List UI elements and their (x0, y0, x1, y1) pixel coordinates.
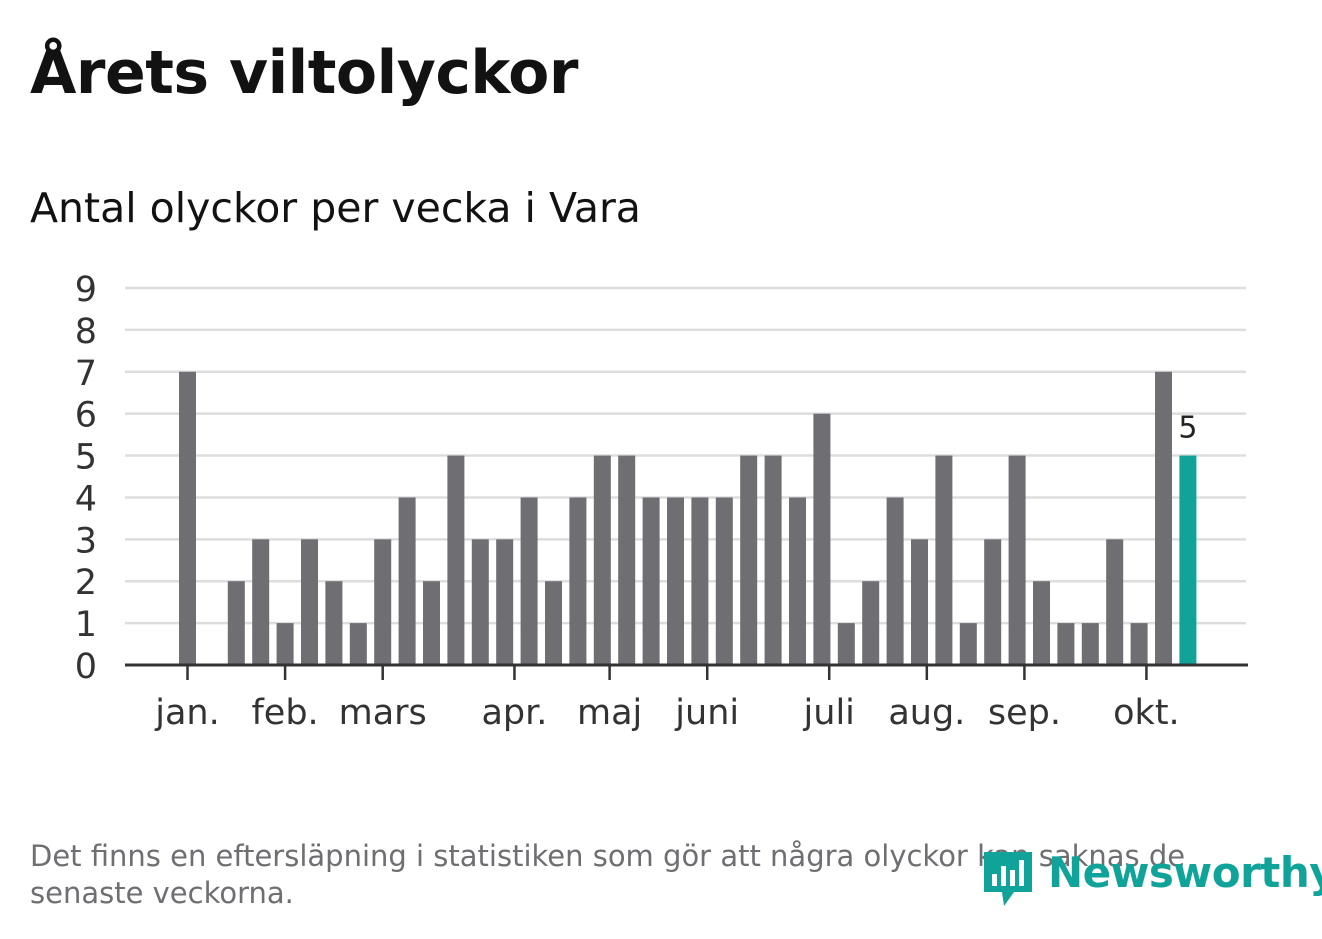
bar (789, 497, 806, 665)
y-tick-label: 1 (75, 605, 97, 645)
bar (593, 455, 611, 665)
bar (1033, 581, 1050, 665)
bar (984, 539, 1002, 665)
bar (276, 623, 294, 665)
y-tick-label: 5 (75, 438, 97, 478)
x-tick-label: mars (339, 693, 427, 733)
bar (301, 539, 318, 665)
bar (667, 497, 684, 665)
bar (179, 371, 196, 665)
brand-name: Newsworthy (1048, 848, 1322, 897)
bar (1155, 371, 1172, 665)
bar (959, 623, 977, 665)
x-tick-label: aug. (888, 693, 965, 733)
bar (227, 581, 245, 665)
bar-highlight (1179, 455, 1197, 665)
bar (349, 623, 367, 665)
bar (1081, 623, 1099, 665)
bar (764, 455, 782, 665)
bar (1008, 455, 1026, 665)
x-tick-label: apr. (481, 693, 547, 733)
bar (520, 497, 538, 665)
x-tick-label: okt. (1113, 693, 1180, 733)
bar (862, 581, 880, 665)
bars: 5 (179, 371, 1197, 665)
y-tick-label: 4 (75, 479, 97, 519)
bar (252, 539, 270, 665)
bar (691, 497, 709, 665)
y-tick-label: 6 (75, 396, 97, 436)
bar (740, 455, 758, 665)
x-tick-label: feb. (251, 693, 318, 733)
bar (715, 497, 733, 665)
x-tick-label: juni (674, 693, 739, 733)
bar (545, 581, 562, 665)
x-tick-label: maj (577, 693, 642, 733)
chart-title: Årets viltolyckor (30, 38, 579, 108)
bar (374, 539, 392, 665)
bar (813, 413, 831, 665)
bar (642, 497, 660, 665)
bar (886, 497, 904, 665)
bar (1130, 623, 1148, 665)
x-tick-label: juli (803, 693, 855, 733)
bar (447, 455, 465, 665)
chart-subtitle: Antal olyckor per vecka i Vara (30, 184, 641, 232)
bar (911, 539, 928, 665)
gridlines (125, 286, 1246, 625)
bar (325, 581, 343, 665)
y-tick-label: 2 (75, 563, 97, 603)
bar (935, 455, 953, 665)
bar (471, 539, 489, 665)
y-tick-label: 8 (75, 312, 97, 352)
bar (569, 497, 587, 665)
y-tick-label: 7 (75, 354, 97, 394)
bar (496, 539, 514, 665)
bar-chart-icon (984, 852, 1032, 906)
y-tick-label: 3 (75, 521, 97, 561)
y-tick-label: 0 (75, 647, 97, 687)
bar (423, 581, 440, 665)
bar (837, 623, 855, 665)
x-axis-ticks: jan. feb. mars apr. maj juni juli aug. sep. okt. (154, 665, 1180, 733)
bar (398, 497, 416, 665)
x-tick-label: jan. (154, 693, 219, 733)
y-tick-label: 9 (75, 270, 97, 310)
bar (618, 455, 636, 665)
x-tick-label: sep. (988, 693, 1061, 733)
data-label: 5 (1178, 411, 1197, 446)
bar (1106, 539, 1124, 665)
bar (1057, 623, 1075, 665)
